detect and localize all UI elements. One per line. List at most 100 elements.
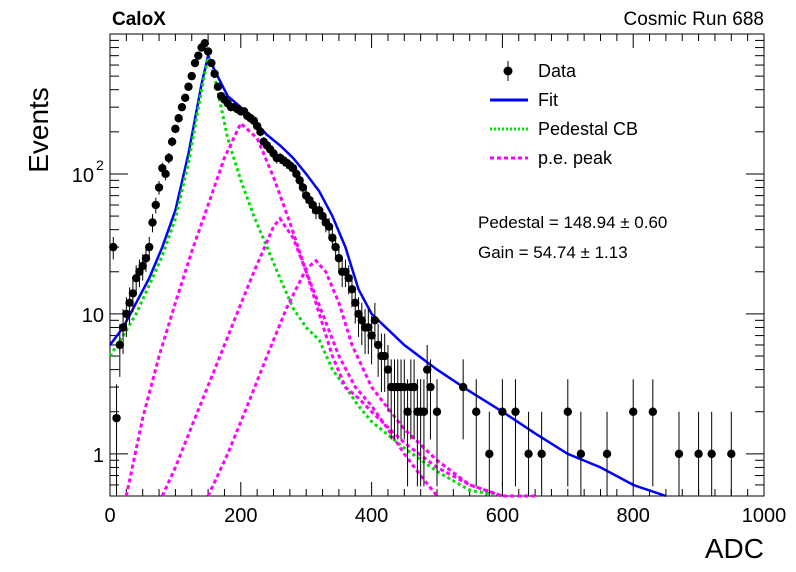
data-point — [602, 449, 612, 459]
x-axis: 0 200 400 600 800 1000 — [104, 34, 786, 527]
data-point — [694, 449, 703, 459]
data-point — [563, 407, 572, 416]
chart-title-left: CaloX — [112, 9, 166, 30]
data-point — [341, 267, 350, 276]
data-point — [200, 38, 210, 48]
data-point — [125, 298, 134, 308]
legend-label: p.e. peak — [538, 148, 613, 168]
data-point — [174, 114, 183, 123]
x-tick-label: 1000 — [742, 505, 787, 527]
data-point — [409, 382, 419, 392]
x-tick-label: 0 — [104, 505, 115, 527]
data-point — [354, 309, 363, 319]
data-point — [128, 289, 138, 298]
data-point — [145, 242, 154, 252]
data-point — [184, 82, 193, 91]
x-tick-label: 800 — [617, 505, 650, 527]
data-point — [210, 69, 219, 78]
data-point — [674, 449, 684, 459]
legend-label: Fit — [538, 90, 558, 110]
y-tick-exponent: 2 — [96, 157, 104, 173]
data-point — [324, 222, 334, 231]
legend-label: Data — [538, 61, 577, 81]
data-point — [298, 183, 308, 192]
data-point — [161, 169, 170, 179]
x-tick-label: 600 — [486, 505, 519, 527]
data-point — [207, 58, 216, 68]
series-line-p-e-peak-2 — [160, 216, 503, 498]
data-point — [112, 413, 121, 423]
data-point — [727, 449, 736, 459]
data-point — [177, 102, 187, 112]
data-point — [472, 407, 481, 416]
gain-annotation: Gain = 54.74 ± 1.13 — [478, 243, 628, 262]
data-point — [458, 382, 468, 392]
data-point — [370, 316, 380, 325]
data-point — [400, 382, 409, 392]
data-point — [432, 407, 442, 416]
data-point — [524, 449, 533, 459]
data-point — [148, 218, 157, 227]
y-tick-label: 1 — [93, 445, 104, 467]
data-point — [334, 254, 344, 263]
data-point — [328, 233, 337, 242]
data-point — [331, 242, 340, 252]
x-tick-label: 200 — [224, 505, 257, 527]
data-point — [485, 449, 494, 459]
data-point — [203, 47, 213, 56]
data-point — [511, 407, 520, 416]
data-point — [194, 51, 203, 60]
data-point — [707, 449, 716, 459]
data-point — [380, 351, 389, 361]
data-point — [164, 153, 174, 163]
data-point — [167, 137, 177, 146]
data-point — [403, 407, 412, 416]
data-point — [364, 323, 373, 332]
y-axis-label: Events — [23, 87, 54, 173]
data-point — [131, 273, 141, 283]
data-point — [344, 273, 353, 283]
chart-title-right: Cosmic Run 688 — [624, 9, 764, 30]
data-point — [295, 176, 304, 185]
legend-label: Pedestal CB — [538, 119, 638, 139]
x-tick-label: 400 — [355, 505, 388, 527]
series-line-p-e-peak-3 — [206, 258, 536, 498]
series-line-pedestal-cb — [108, 51, 503, 498]
data-point — [537, 449, 546, 459]
legend: Data Fit Pedestal CB p.e. peak — [490, 61, 638, 168]
data-point — [318, 211, 327, 221]
data-point — [118, 323, 128, 332]
data-point — [498, 407, 507, 416]
data-point — [190, 58, 200, 68]
data-point — [256, 127, 265, 137]
data-point — [213, 82, 223, 91]
pedestal-annotation: Pedestal = 148.94 ± 0.60 — [478, 213, 667, 232]
data-point — [576, 449, 586, 459]
data-point — [109, 242, 118, 252]
data-point — [138, 261, 147, 271]
x-axis-label: ADC — [705, 533, 764, 564]
data-point — [422, 365, 432, 374]
y-tick-label: 10 — [72, 165, 94, 187]
data-point — [347, 285, 357, 294]
data-point — [373, 340, 383, 350]
data-point — [141, 254, 151, 263]
data-point — [629, 407, 638, 416]
series-line-p-e-peak-1 — [124, 120, 439, 497]
data-point — [383, 365, 393, 374]
data-point — [357, 316, 366, 325]
data-point — [351, 298, 360, 308]
data-point — [171, 124, 180, 134]
data-point — [154, 183, 164, 192]
data-point — [292, 169, 301, 179]
data-point — [648, 407, 658, 416]
data-point — [151, 200, 160, 210]
data-point — [367, 331, 376, 340]
data-point — [122, 309, 131, 319]
legend-marker — [503, 66, 513, 76]
data-point — [187, 71, 196, 81]
data-point — [419, 407, 429, 416]
data-point — [115, 340, 125, 350]
